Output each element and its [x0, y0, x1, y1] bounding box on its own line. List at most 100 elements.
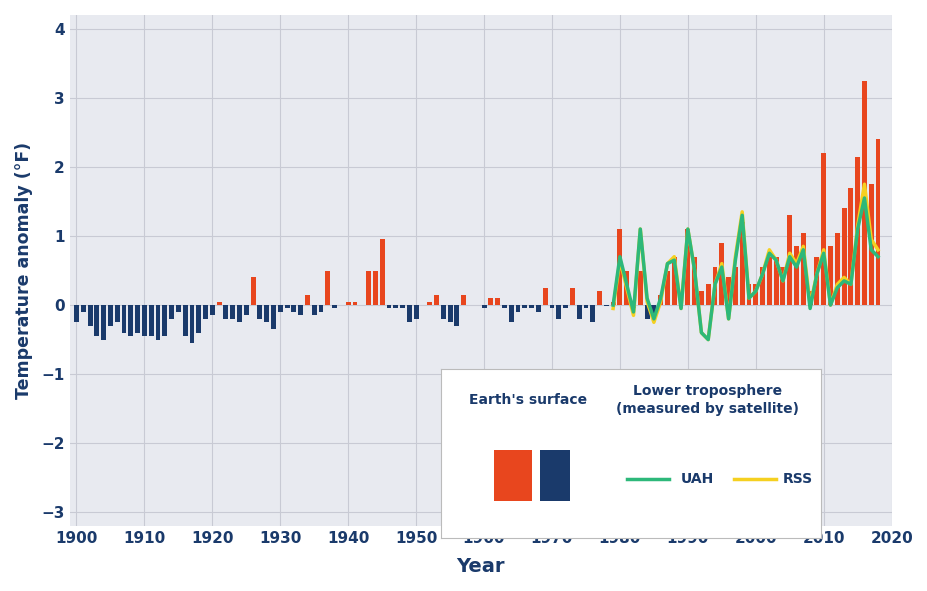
Bar — [386, 305, 391, 309]
Bar — [745, 284, 751, 305]
Bar — [536, 305, 540, 312]
Bar — [454, 305, 459, 326]
Bar — [515, 305, 520, 312]
Bar — [217, 301, 222, 305]
Bar — [352, 301, 357, 305]
Bar — [657, 295, 663, 305]
Bar — [563, 305, 567, 309]
Bar — [603, 305, 608, 306]
Bar — [542, 288, 547, 305]
Bar — [413, 305, 418, 319]
Bar — [692, 256, 696, 305]
Bar — [644, 305, 649, 319]
Bar — [311, 305, 316, 316]
Bar — [671, 256, 676, 305]
Bar — [148, 305, 154, 336]
Text: Lower troposphere
(measured by satellite): Lower troposphere (measured by satellite… — [615, 384, 798, 415]
Bar — [800, 232, 805, 305]
Bar — [393, 305, 398, 309]
Bar — [875, 139, 880, 305]
Bar — [651, 305, 655, 316]
Bar — [637, 271, 642, 305]
Text: UAH: UAH — [679, 472, 713, 486]
Bar — [698, 291, 703, 305]
Bar — [576, 305, 581, 319]
Bar — [555, 305, 561, 319]
Bar — [291, 305, 296, 312]
Bar — [678, 305, 683, 309]
Bar — [236, 305, 242, 322]
Bar — [203, 305, 208, 319]
Bar — [569, 288, 574, 305]
Bar — [685, 229, 690, 305]
Bar — [223, 305, 228, 319]
Bar — [786, 215, 792, 305]
Bar — [488, 298, 493, 305]
Bar — [753, 284, 757, 305]
Bar — [156, 305, 160, 340]
Bar — [366, 271, 371, 305]
Bar — [121, 305, 126, 333]
Bar — [861, 80, 866, 305]
Bar — [549, 305, 553, 309]
Bar — [820, 153, 825, 305]
Bar — [630, 305, 635, 309]
Bar — [189, 305, 194, 343]
Bar — [169, 305, 174, 319]
Bar — [759, 267, 764, 305]
Bar — [264, 305, 269, 322]
Bar — [257, 305, 262, 319]
Bar — [773, 256, 778, 305]
Bar — [74, 305, 79, 322]
Bar — [162, 305, 167, 336]
Bar — [95, 305, 99, 336]
Bar — [794, 246, 798, 305]
Bar — [718, 243, 723, 305]
Bar — [332, 305, 337, 309]
Bar — [298, 305, 303, 316]
Bar — [101, 305, 106, 340]
Bar — [732, 267, 737, 305]
Bar — [87, 305, 93, 326]
Bar — [135, 305, 140, 333]
Bar — [522, 305, 527, 309]
Bar — [176, 305, 181, 312]
Bar — [847, 188, 853, 305]
Bar — [81, 305, 85, 312]
Bar — [855, 157, 859, 305]
Bar — [616, 229, 622, 305]
X-axis label: Year: Year — [456, 557, 504, 576]
Bar — [590, 305, 594, 322]
Bar — [766, 256, 771, 305]
Bar — [400, 305, 404, 309]
Bar — [325, 271, 330, 305]
Bar — [814, 256, 819, 305]
Bar — [596, 291, 602, 305]
Bar — [406, 305, 412, 322]
Bar — [142, 305, 146, 336]
Bar — [508, 305, 514, 322]
Text: Earth's surface: Earth's surface — [469, 392, 587, 407]
Bar — [495, 298, 500, 305]
Bar — [210, 305, 214, 316]
Bar — [440, 305, 445, 319]
Bar — [583, 305, 588, 309]
Bar — [108, 305, 113, 326]
Bar — [285, 305, 289, 309]
Bar — [841, 209, 845, 305]
Bar — [806, 291, 812, 305]
Bar — [780, 267, 784, 305]
Bar — [115, 305, 120, 322]
Bar — [271, 305, 275, 329]
Bar — [318, 305, 324, 312]
Bar — [834, 232, 839, 305]
Bar — [712, 267, 717, 305]
Bar — [379, 239, 384, 305]
Y-axis label: Temperature anomaly (°F): Temperature anomaly (°F) — [15, 142, 33, 399]
Bar — [481, 305, 486, 309]
Bar — [305, 295, 310, 305]
Bar — [230, 305, 235, 319]
Bar — [197, 305, 201, 333]
Bar — [540, 450, 569, 501]
Bar — [346, 301, 350, 305]
